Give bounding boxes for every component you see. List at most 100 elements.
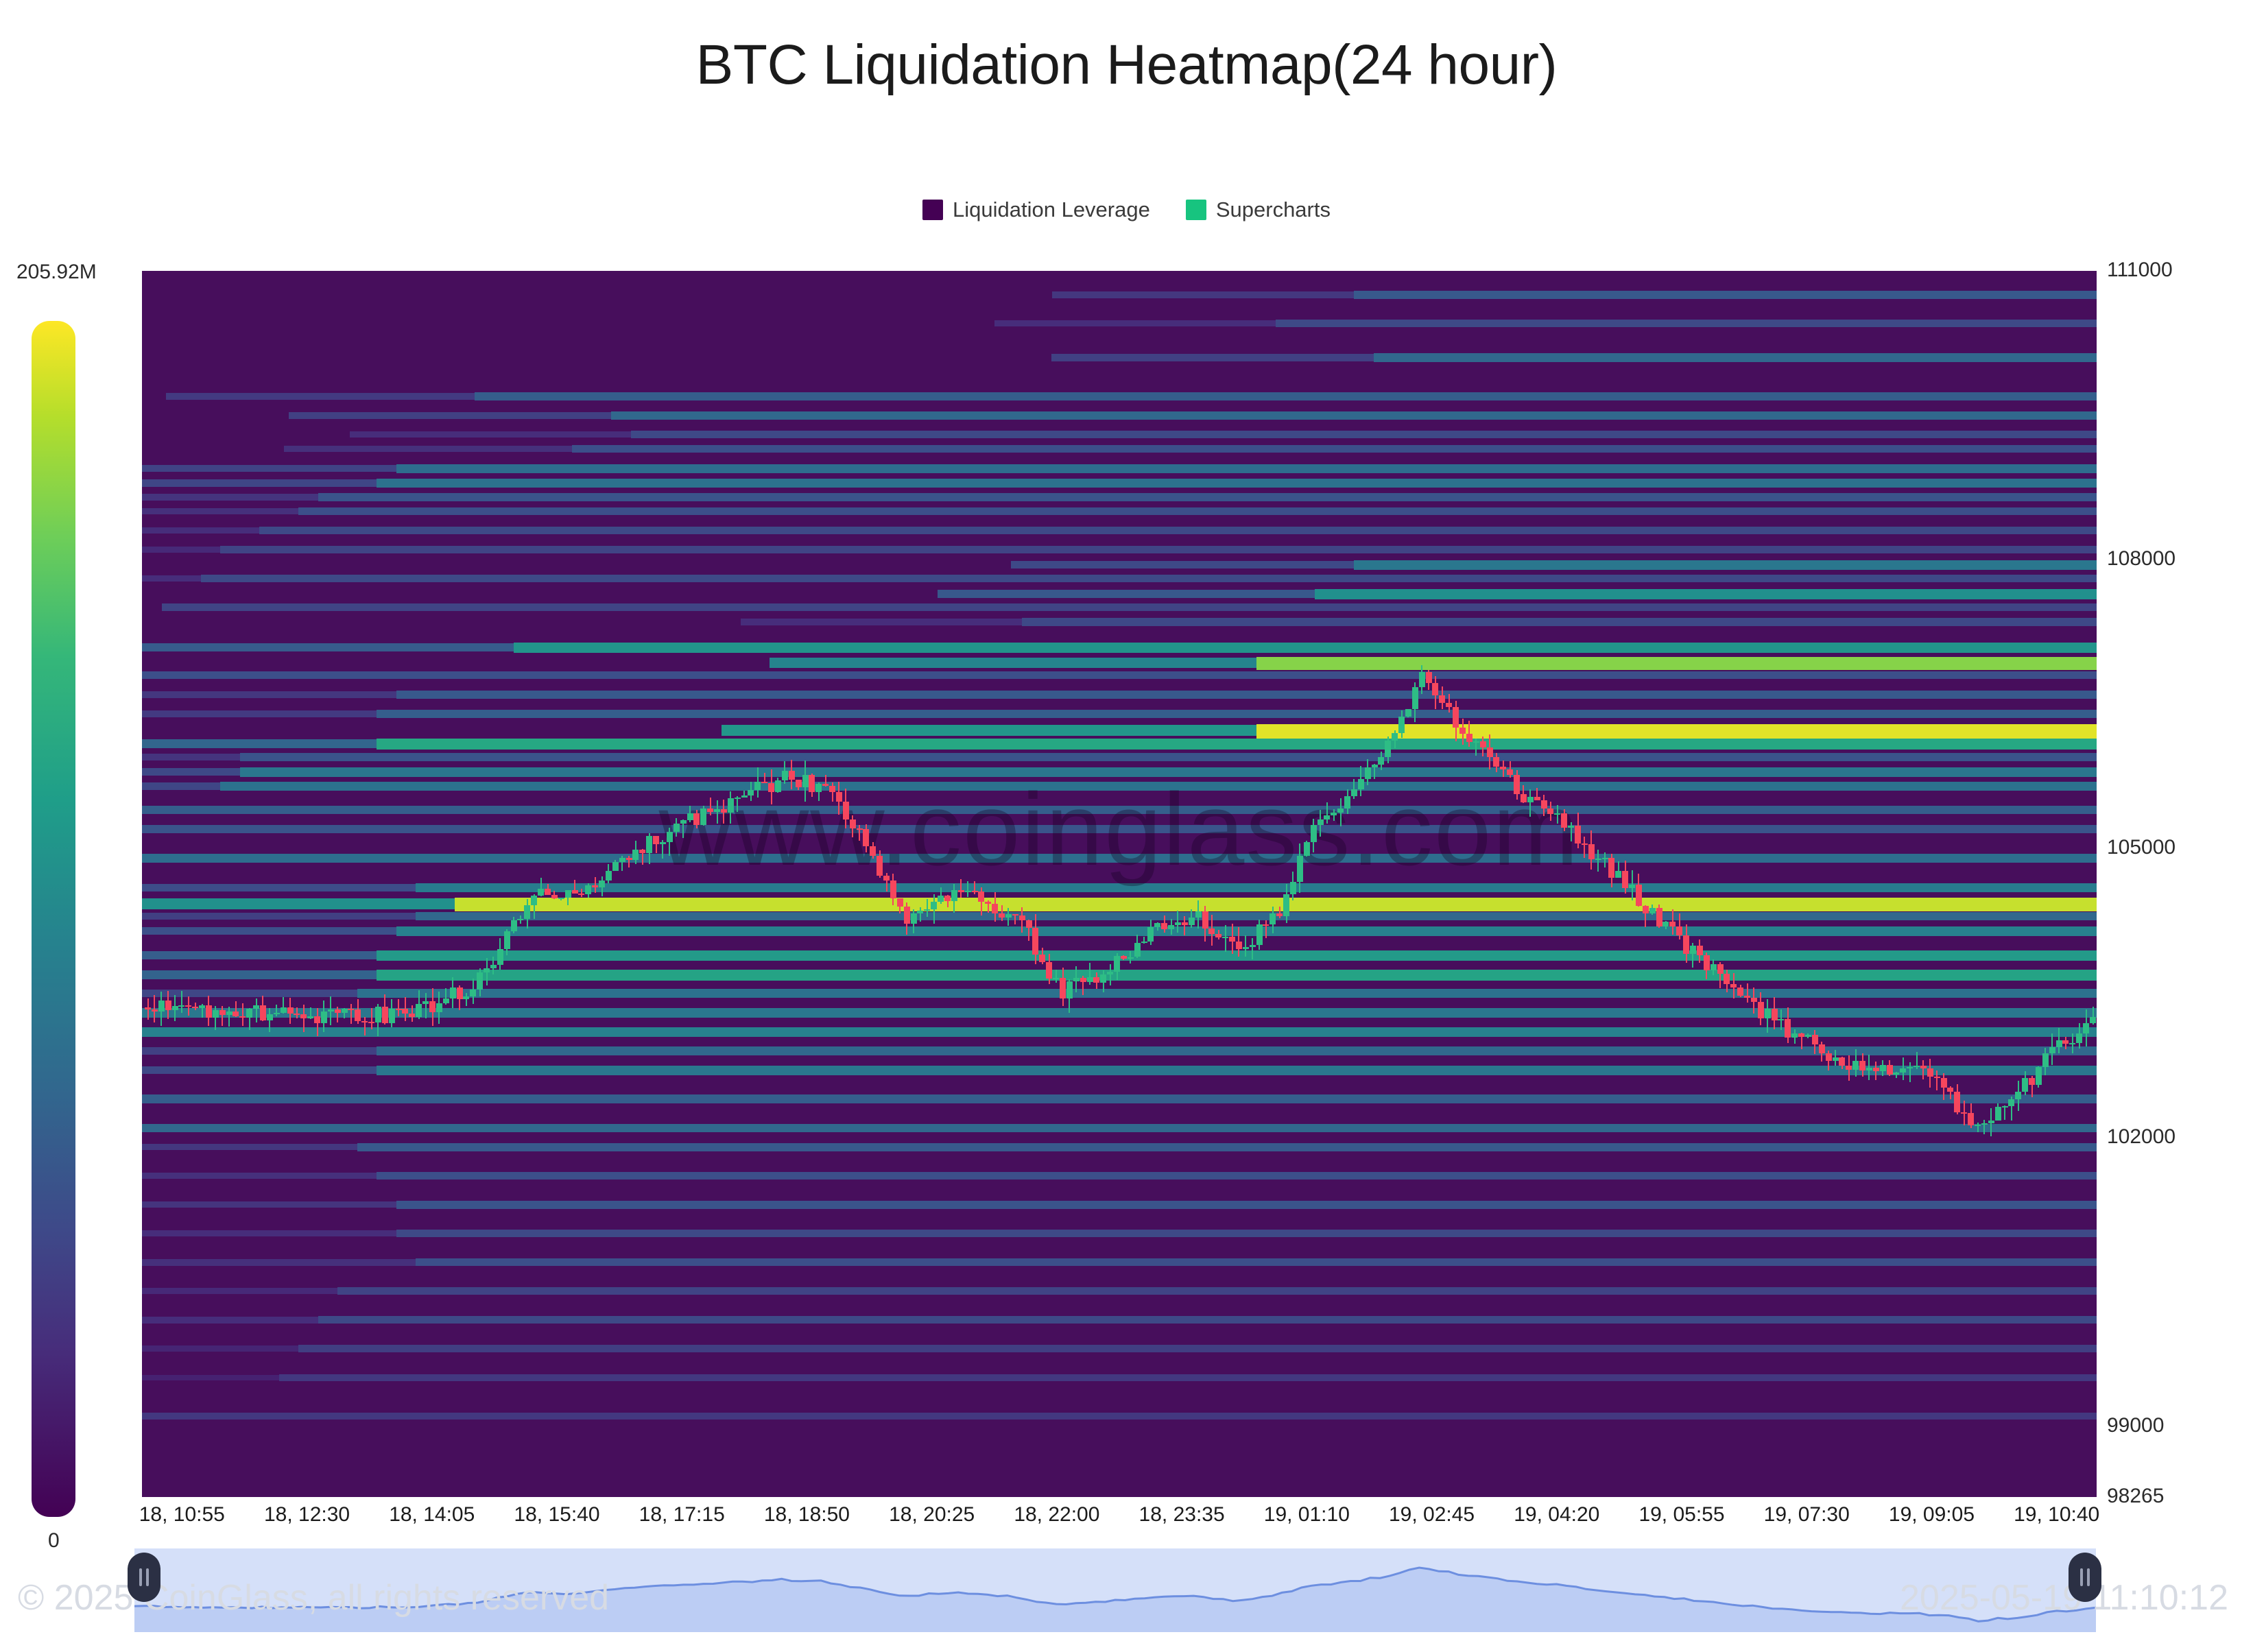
candle-body	[646, 835, 653, 854]
candle-body	[1595, 859, 1601, 861]
candle-body	[1575, 826, 1581, 844]
candle-body	[896, 898, 903, 907]
candle-body	[1764, 1008, 1771, 1019]
range-brush[interactable]	[134, 1548, 2096, 1632]
legend-item-supercharts[interactable]: Supercharts	[1185, 197, 1331, 222]
x-axis-tick: 18, 22:00	[1014, 1503, 1100, 1526]
heatmap-band	[318, 492, 2097, 501]
candle-body	[571, 890, 578, 894]
candle-wick	[1245, 935, 1247, 957]
candle-body	[1310, 824, 1317, 842]
candle-body	[388, 1009, 395, 1023]
heatmap-bands	[142, 271, 2097, 1497]
candle-wick	[296, 1007, 298, 1019]
candle-body	[1968, 1112, 1975, 1125]
candle-body	[1012, 914, 1018, 916]
candle-wick	[1055, 969, 1057, 983]
candle-body	[1181, 922, 1188, 926]
candle-wick	[540, 878, 542, 897]
candle-body	[1642, 905, 1649, 913]
candle-body	[1425, 671, 1432, 684]
heatmap-band-leadin	[142, 710, 377, 717]
candle-wick	[248, 1008, 250, 1031]
candle-body	[680, 819, 687, 824]
candle-body	[1778, 1018, 1785, 1021]
candle-body	[1046, 961, 1053, 979]
candle-wick	[1177, 910, 1179, 933]
candle-body	[1269, 913, 1276, 924]
candle-body	[809, 775, 815, 793]
candle-wick	[1645, 905, 1647, 928]
candle-body	[978, 891, 985, 902]
candle-body	[1615, 871, 1622, 878]
heatmap-band	[455, 897, 2097, 912]
candle-body	[964, 890, 971, 893]
candle-body	[748, 789, 754, 795]
brush-handle-left[interactable]	[128, 1553, 160, 1602]
candle-body	[1202, 911, 1208, 929]
heatmap-band-leadin	[142, 479, 377, 487]
candle-wick	[1746, 983, 1748, 1003]
candle-body	[1994, 1107, 2001, 1121]
heatmap-band	[357, 989, 2097, 998]
heatmap-band	[278, 1374, 2097, 1381]
candle-wick	[1800, 1033, 1802, 1050]
y-axis-tick: 98265	[2107, 1485, 2165, 1507]
candle-wick	[960, 879, 962, 898]
candle-wick	[974, 881, 976, 894]
candle-body	[1683, 935, 1690, 954]
heatmap-band-leadin	[142, 1066, 377, 1075]
candle-body	[1662, 922, 1669, 926]
candle-body	[1222, 937, 1229, 939]
heatmap-band-leadin	[142, 990, 357, 997]
candle-body	[497, 948, 503, 965]
candle-wick	[2010, 1097, 2012, 1121]
candle-body	[341, 1009, 348, 1014]
candle-wick	[1536, 788, 1538, 800]
candle-body	[632, 849, 639, 861]
candle-body	[1750, 997, 1757, 1003]
candle-body	[158, 1000, 165, 1011]
candle-body	[1459, 727, 1466, 734]
brush-handle-right[interactable]	[2069, 1553, 2101, 1602]
heatmap-plot-area[interactable]: www.coinglass.com	[142, 271, 2097, 1497]
heatmap-band-leadin	[142, 1345, 298, 1352]
candle-body	[1364, 767, 1371, 780]
candle-wick	[1089, 963, 1091, 985]
y-axis-tick: 99000	[2107, 1413, 2165, 1437]
candle-body	[185, 1005, 192, 1007]
candle-body	[1500, 766, 1507, 769]
candle-body	[1791, 1033, 1798, 1038]
candle-wick	[1909, 1062, 1911, 1083]
candle-body	[1839, 1057, 1846, 1066]
heatmap-band	[142, 1412, 2097, 1420]
candle-wick	[215, 1005, 217, 1031]
candle-body	[538, 889, 545, 896]
candle-wick	[737, 796, 739, 813]
candle-body	[1263, 924, 1269, 926]
candle-wick	[1617, 861, 1619, 878]
candle-body	[320, 1011, 327, 1023]
legend-item-liquidation-leverage[interactable]: Liquidation Leverage	[922, 197, 1150, 222]
candle-body	[1540, 800, 1547, 809]
candle-body	[971, 890, 978, 892]
heatmap-band-leadin	[142, 739, 377, 748]
heatmap-band	[396, 1200, 2097, 1209]
candle-body	[484, 968, 490, 973]
candle-body	[422, 1001, 429, 1004]
candle-wick	[1719, 961, 1721, 988]
candle-body	[1975, 1125, 1981, 1127]
candle-wick	[2031, 1075, 2033, 1098]
candle-body	[1988, 1120, 1994, 1123]
candle-body	[2001, 1106, 2008, 1108]
candle-wick	[404, 996, 406, 1021]
candle-body	[1249, 945, 1256, 947]
drag-handle-icon	[2080, 1568, 2083, 1586]
candle-body	[693, 813, 700, 826]
heatmap-band	[357, 1142, 2097, 1151]
heatmap-band-leadin	[142, 782, 220, 790]
heatmap-band-leadin	[142, 1143, 357, 1151]
candle-body	[355, 1009, 361, 1022]
candle-body	[1507, 769, 1514, 775]
candle-body	[788, 771, 795, 780]
